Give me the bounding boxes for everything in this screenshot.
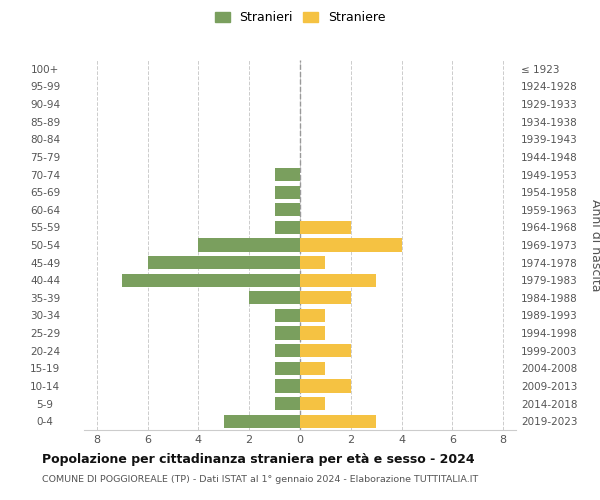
Legend: Stranieri, Straniere: Stranieri, Straniere — [209, 6, 391, 29]
Bar — [275, 397, 300, 410]
Bar — [300, 309, 325, 322]
Bar — [275, 168, 300, 181]
Bar — [275, 326, 300, 340]
Bar — [224, 414, 300, 428]
Bar — [300, 256, 325, 269]
Bar — [300, 326, 325, 340]
Text: Popolazione per cittadinanza straniera per età e sesso - 2024: Popolazione per cittadinanza straniera p… — [42, 452, 475, 466]
Bar — [148, 256, 300, 269]
Bar — [275, 344, 300, 358]
Bar — [275, 362, 300, 375]
Bar — [249, 291, 300, 304]
Bar — [300, 238, 401, 252]
Bar — [275, 203, 300, 216]
Bar — [300, 221, 351, 234]
Bar — [300, 380, 351, 392]
Bar — [300, 414, 376, 428]
Bar — [300, 397, 325, 410]
Bar — [275, 186, 300, 198]
Y-axis label: Anni di nascita: Anni di nascita — [589, 198, 600, 291]
Text: COMUNE DI POGGIOREALE (TP) - Dati ISTAT al 1° gennaio 2024 - Elaborazione TUTTIT: COMUNE DI POGGIOREALE (TP) - Dati ISTAT … — [42, 476, 478, 484]
Bar — [300, 362, 325, 375]
Bar — [275, 380, 300, 392]
Bar — [300, 291, 351, 304]
Bar — [122, 274, 300, 287]
Bar — [275, 309, 300, 322]
Bar — [275, 221, 300, 234]
Bar — [300, 274, 376, 287]
Bar — [199, 238, 300, 252]
Bar — [300, 344, 351, 358]
